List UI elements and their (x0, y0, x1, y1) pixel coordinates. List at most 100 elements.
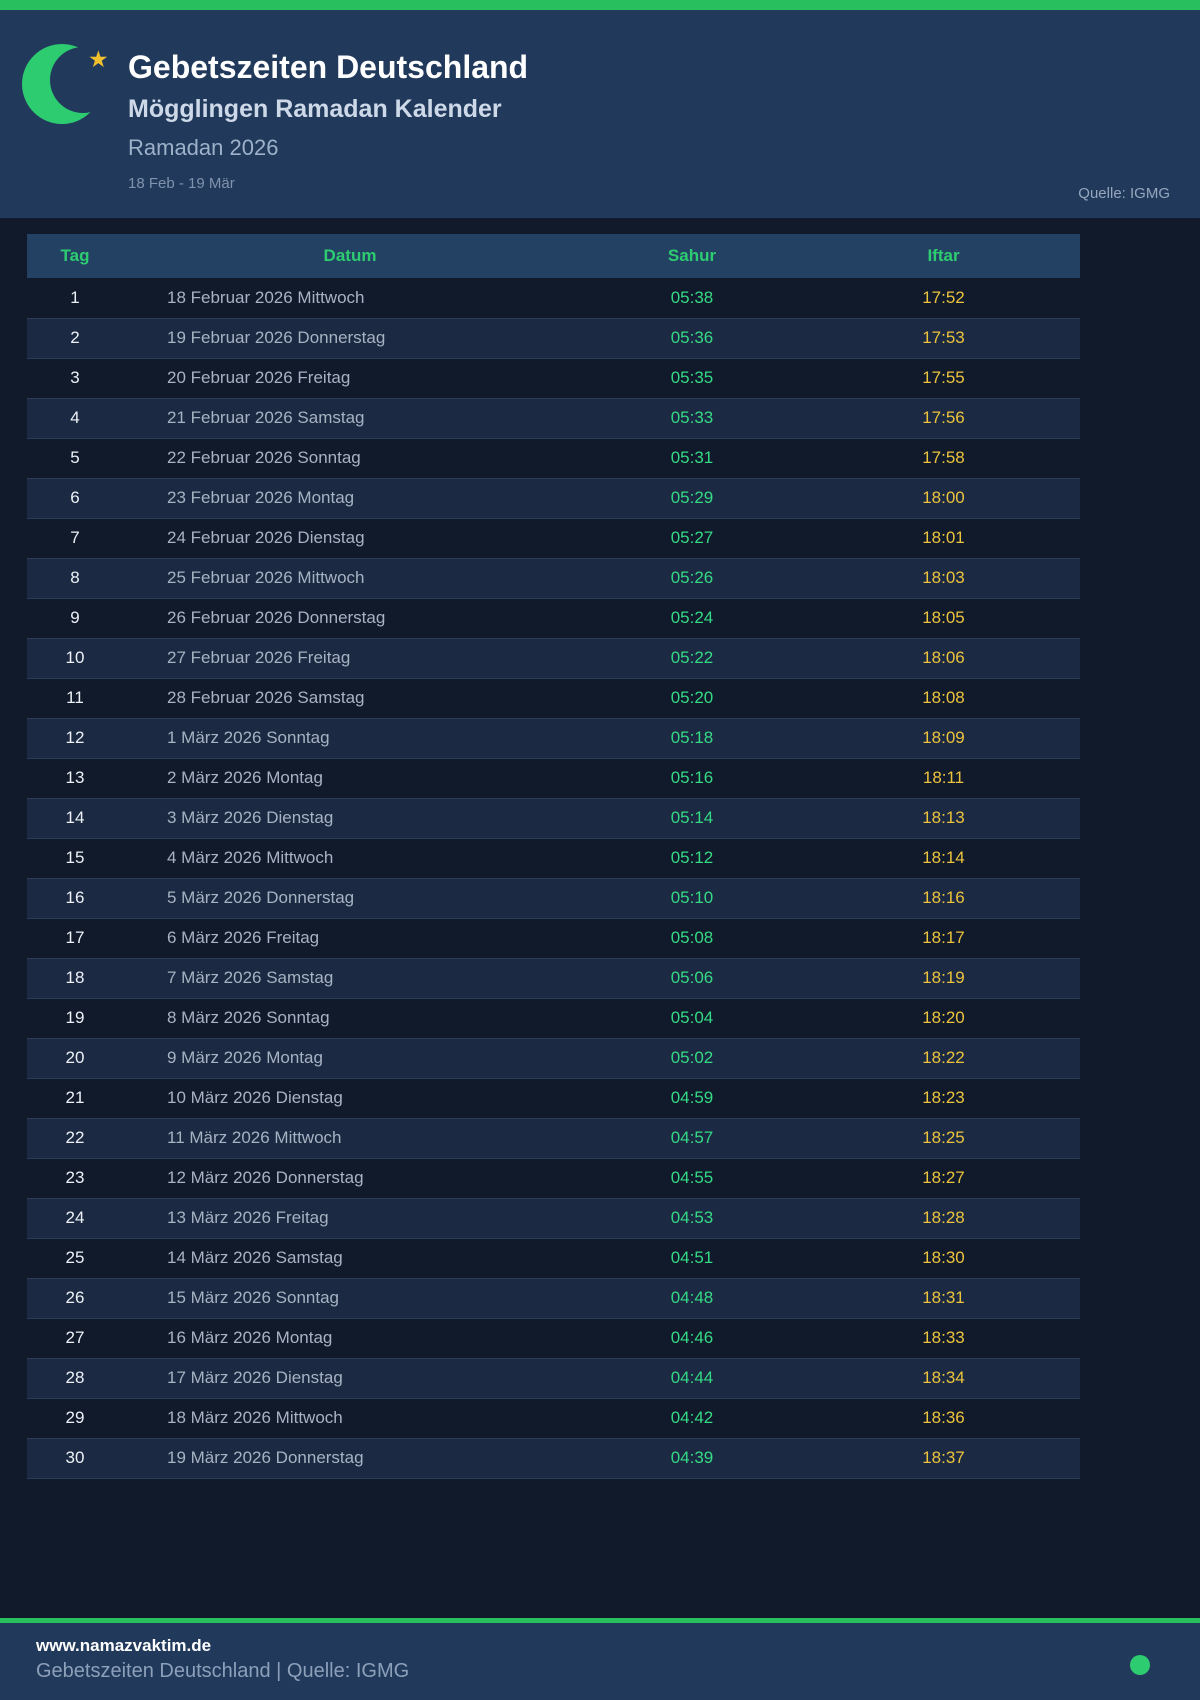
sahur-time-cell: 05:38 (670, 287, 714, 307)
table-row: 14 3 März 2026 Dienstag 05:14 18:13 (27, 797, 1080, 839)
table-row: 10 27 Februar 2026 Freitag 05:22 18:06 (27, 637, 1080, 679)
sahur-time-cell: 05:18 (577, 717, 807, 759)
column-header-sahur: Sahur (577, 234, 807, 278)
tag-cell: 7 (70, 528, 80, 547)
table-row: 4 21 Februar 2026 Samstag 05:33 17:56 (27, 397, 1080, 439)
sahur-time-cell: 04:44 (577, 1357, 807, 1399)
sahur-time-cell: 04:53 (577, 1197, 807, 1239)
datum-cell: 27 Februar 2026 Freitag (123, 637, 577, 679)
tag-cell: 24 (27, 1197, 123, 1239)
tag-cell: 17 (65, 928, 85, 947)
table-row: 18 7 März 2026 Samstag 05:06 18:19 (27, 957, 1080, 999)
datum-cell: 4 März 2026 Mittwoch (167, 848, 334, 867)
datum-cell: 26 Februar 2026 Donnerstag (167, 608, 386, 627)
datum-cell: 8 März 2026 Sonntag (167, 1008, 330, 1027)
datum-cell: 24 Februar 2026 Dienstag (167, 528, 365, 547)
table-header-row: Tag Datum Sahur Iftar (27, 234, 1080, 278)
iftar-time-cell: 18:31 (807, 1277, 1080, 1319)
sahur-time-cell: 05:14 (577, 797, 807, 839)
datum-cell: 15 März 2026 Sonntag (123, 1277, 577, 1319)
datum-cell: 5 März 2026 Donnerstag (123, 877, 577, 919)
table-row: 22 11 März 2026 Mittwoch 04:57 18:25 (27, 1117, 1080, 1159)
datum-cell: 19 März 2026 Donnerstag (123, 1437, 577, 1479)
datum-cell: 7 März 2026 Samstag (123, 957, 577, 999)
sahur-time-cell: 04:46 (670, 1328, 714, 1347)
tag-cell: 2 (27, 317, 123, 359)
sahur-time-cell: 04:55 (670, 1168, 714, 1187)
sahur-time-cell: 05:35 (670, 368, 714, 387)
table-row: 11 28 Februar 2026 Samstag 05:20 18:08 (27, 678, 1080, 718)
datum-cell: 1 März 2026 Sonntag (123, 717, 577, 759)
sahur-time-cell: 05:04 (670, 1008, 714, 1027)
datum-cell: 21 Februar 2026 Samstag (123, 397, 577, 439)
iftar-time-cell: 18:20 (922, 1008, 965, 1027)
iftar-time-cell: 18:36 (922, 1408, 965, 1427)
datum-cell: 12 März 2026 Donnerstag (167, 1168, 364, 1187)
tag-cell: 28 (27, 1357, 123, 1399)
sahur-time-cell: 05:12 (670, 848, 714, 867)
tag-cell: 20 (27, 1037, 123, 1079)
iftar-time-cell: 18:08 (922, 688, 965, 707)
datum-cell: 14 März 2026 Samstag (167, 1248, 343, 1267)
iftar-time-cell: 18:22 (807, 1037, 1080, 1079)
iftar-time-cell: 18:09 (807, 717, 1080, 759)
tag-cell: 25 (65, 1248, 85, 1267)
table-row: 23 12 März 2026 Donnerstag 04:55 18:27 (27, 1158, 1080, 1198)
iftar-time-cell: 18:30 (922, 1248, 965, 1267)
table-row: 6 23 Februar 2026 Montag 05:29 18:00 (27, 477, 1080, 519)
tag-cell: 15 (65, 848, 85, 867)
table-row: 20 9 März 2026 Montag 05:02 18:22 (27, 1037, 1080, 1079)
page-header: ★ Gebetszeiten Deutschland Mögglingen Ra… (0, 10, 1200, 218)
datum-cell: 25 Februar 2026 Mittwoch (123, 557, 577, 599)
tag-cell: 9 (70, 608, 80, 627)
sahur-time-cell: 05:31 (670, 448, 714, 467)
iftar-time-cell: 18:28 (807, 1197, 1080, 1239)
iftar-time-cell: 17:52 (922, 287, 965, 307)
datum-cell: 18 Februar 2026 Mittwoch (167, 287, 365, 307)
table-row: 13 2 März 2026 Montag 05:16 18:11 (27, 758, 1080, 798)
top-accent-bar (0, 0, 1200, 10)
table-row: 25 14 März 2026 Samstag 04:51 18:30 (27, 1238, 1080, 1278)
calendar-table-container: Tag Datum Sahur Iftar 1 18 Februar 2026 M… (0, 218, 1200, 1479)
datum-cell: 22 Februar 2026 Sonntag (167, 448, 361, 467)
tag-cell: 12 (27, 717, 123, 759)
datum-cell: 18 März 2026 Mittwoch (167, 1408, 343, 1427)
sahur-time-cell: 05:08 (670, 928, 714, 947)
star-icon: ★ (88, 46, 109, 72)
table-row: 3 20 Februar 2026 Freitag 05:35 17:55 (27, 358, 1080, 398)
table-row: 15 4 März 2026 Mittwoch 05:12 18:14 (27, 838, 1080, 878)
page-subtitle: Mögglingen Ramadan Kalender (128, 95, 502, 124)
table-row: 17 6 März 2026 Freitag 05:08 18:17 (27, 918, 1080, 958)
column-header-datum: Datum (123, 234, 577, 278)
sahur-time-cell: 05:20 (670, 688, 714, 707)
iftar-time-cell: 18:34 (807, 1357, 1080, 1399)
website-link[interactable]: www.namazvaktim.de (36, 1636, 212, 1655)
iftar-time-cell: 18:11 (922, 768, 965, 787)
table-row: 7 24 Februar 2026 Dienstag 05:27 18:01 (27, 518, 1080, 558)
datum-cell: 28 Februar 2026 Samstag (167, 688, 365, 707)
iftar-time-cell: 18:37 (807, 1437, 1080, 1479)
tag-cell: 14 (27, 797, 123, 839)
iftar-time-cell: 17:56 (807, 397, 1080, 439)
datum-cell: 11 März 2026 Mittwoch (123, 1117, 577, 1159)
datum-cell: 6 März 2026 Freitag (167, 928, 320, 947)
tag-cell: 11 (66, 688, 84, 707)
table-row: 8 25 Februar 2026 Mittwoch 05:26 18:03 (27, 557, 1080, 599)
tag-cell: 22 (27, 1117, 123, 1159)
table-row: 26 15 März 2026 Sonntag 04:48 18:31 (27, 1277, 1080, 1319)
sahur-time-cell: 05:26 (577, 557, 807, 599)
datum-cell: 17 März 2026 Dienstag (123, 1357, 577, 1399)
iftar-time-cell: 18:23 (922, 1088, 965, 1107)
season-label: Ramadan 2026 (128, 134, 279, 160)
table-row: 5 22 Februar 2026 Sonntag 05:31 17:58 (27, 438, 1080, 478)
sahur-time-cell: 05:27 (670, 528, 714, 547)
crescent-moon-icon (22, 44, 116, 124)
sahur-time-cell: 05:02 (577, 1037, 807, 1079)
sahur-time-cell: 05:33 (577, 397, 807, 439)
sahur-time-cell: 04:42 (670, 1408, 714, 1427)
table-row: 12 1 März 2026 Sonntag 05:18 18:09 (27, 717, 1080, 759)
datum-cell: 3 März 2026 Dienstag (123, 797, 577, 839)
tag-cell: 26 (27, 1277, 123, 1319)
sahur-time-cell: 05:29 (577, 477, 807, 519)
tag-cell: 19 (65, 1008, 85, 1027)
